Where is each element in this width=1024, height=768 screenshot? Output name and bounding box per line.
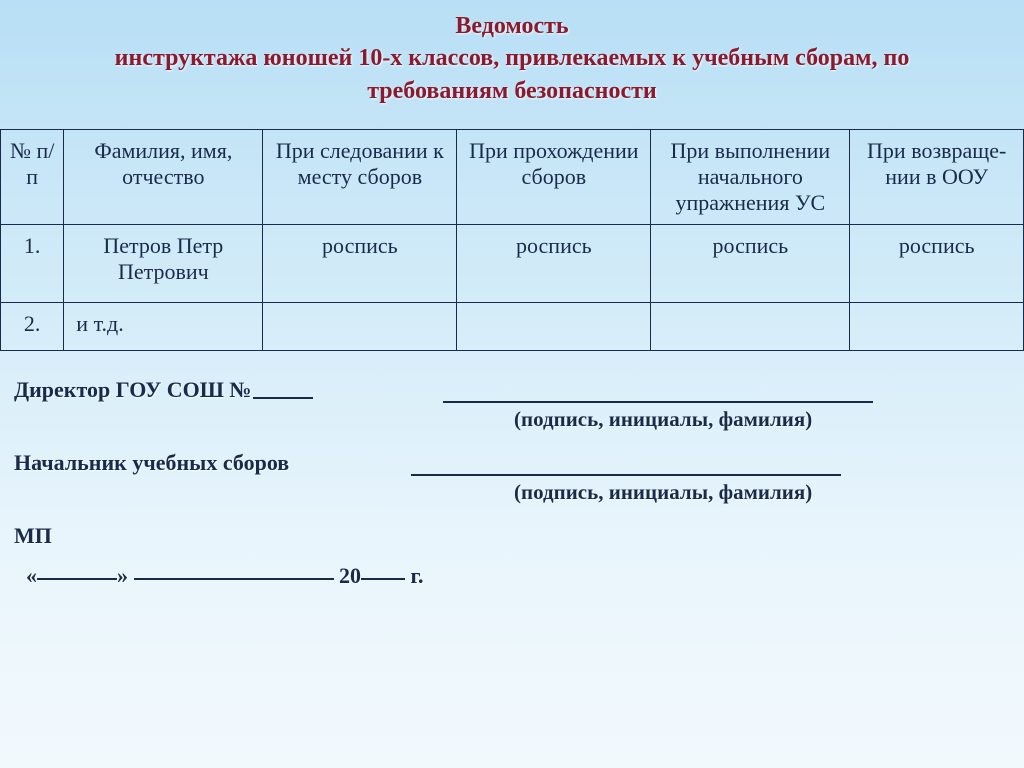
table-row: 1. Петров Петр Петрович роспись роспись … [1,225,1024,303]
title-line-3: требованиям безопасности [40,75,984,107]
director-label: Директор ГОУ СОШ № [14,377,251,403]
cell-c5: роспись [651,225,850,303]
date-year-blank [361,578,405,580]
cell-c3 [263,303,457,351]
table-header-row: № п/п Фамилия, имя, отчество При следова… [1,130,1024,225]
signature-block: Директор ГОУ СОШ № (подпись, инициалы, ф… [0,351,1024,589]
chief-label: Начальник учебных сборов [14,450,289,476]
briefing-table: № п/п Фамилия, имя, отчество При следова… [0,129,1024,351]
cell-c4: роспись [457,225,651,303]
date-year-suffix: г. [405,563,424,588]
chief-signature-row: Начальник учебных сборов [14,450,1010,476]
cell-c6 [850,303,1024,351]
date-year-prefix: 20 [334,563,362,588]
cell-num: 2. [1,303,64,351]
date-row: « » 20 г. [14,563,1010,589]
director-hint-row: (подпись, инициалы, фамилия) [14,407,1010,432]
cell-name: и т.д. [64,303,263,351]
header-c3: При следовании к месту сборов [263,130,457,225]
cell-num: 1. [1,225,64,303]
chief-hint-row: (подпись, инициалы, фамилия) [14,480,1010,505]
director-signature-line [443,381,873,403]
header-num: № п/п [1,130,64,225]
stamp-label: МП [14,523,1010,549]
cell-c6: роспись [850,225,1024,303]
title-line-2: инструктажа юношей 10-х классов, привлек… [40,42,984,74]
cell-name: Петров Петр Петрович [64,225,263,303]
header-name: Фамилия, имя, отчество [64,130,263,225]
header-c5: При выполнении начального упражнения УС [651,130,850,225]
school-number-blank [253,397,313,399]
title-block: Ведомость инструктажа юношей 10-х классо… [0,0,1024,129]
date-month-blank [134,578,334,580]
header-c6: При возвраще-нии в ООУ [850,130,1024,225]
table-row: 2. и т.д. [1,303,1024,351]
director-signature-row: Директор ГОУ СОШ № [14,377,1010,403]
chief-signature-line [411,454,841,476]
title-line-1: Ведомость [40,10,984,42]
date-quote-open: « [26,563,37,588]
signature-hint: (подпись, инициалы, фамилия) [514,407,812,432]
date-quote-close: » [117,563,128,588]
date-day-blank [37,578,117,580]
cell-c4 [457,303,651,351]
signature-hint: (подпись, инициалы, фамилия) [514,480,812,505]
cell-c3: роспись [263,225,457,303]
header-c4: При прохождении сборов [457,130,651,225]
cell-c5 [651,303,850,351]
